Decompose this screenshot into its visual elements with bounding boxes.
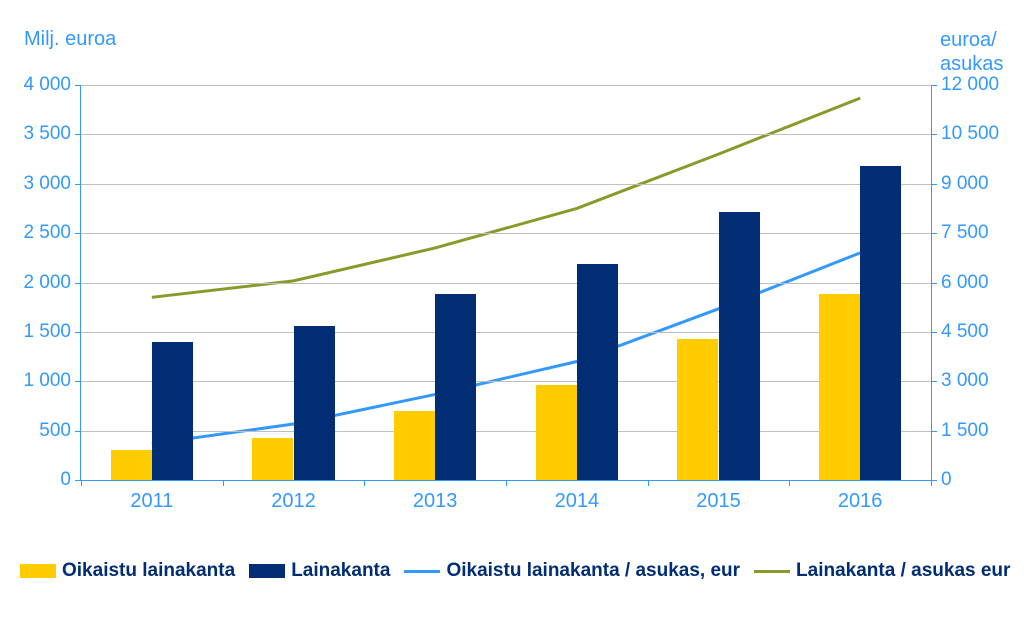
legend-swatch-line: [404, 570, 440, 573]
y-tick-label-right: 10 500: [931, 123, 999, 145]
y-tick-label-right: 4 500: [931, 321, 989, 343]
x-tick-mark: [81, 480, 82, 486]
legend-swatch-box: [249, 564, 285, 578]
bar: [111, 450, 152, 480]
bar: [294, 326, 335, 480]
bar: [435, 294, 476, 480]
y-tick-label-right: 12 000: [931, 74, 999, 96]
y-tick-label-left: 4 000: [23, 74, 81, 96]
y-tick-label-right: 9 000: [931, 173, 989, 195]
bar: [536, 385, 577, 480]
x-tick-mark: [648, 480, 649, 486]
bar: [152, 342, 193, 480]
y-tick-label-right: 0: [931, 469, 952, 491]
x-axis-label: 2016: [838, 490, 883, 513]
legend-item: Oikaistu lainakanta: [20, 560, 235, 582]
gridline: [81, 381, 931, 382]
y-tick-label-left: 2 500: [23, 222, 81, 244]
bar: [577, 264, 618, 480]
x-tick-mark: [223, 480, 224, 486]
y-tick-label-left: 1 000: [23, 370, 81, 392]
y-tick-label-right: 6 000: [931, 272, 989, 294]
x-axis-label: 2012: [271, 490, 316, 513]
y-tick-label-right: 3 000: [931, 370, 989, 392]
left-axis-title: Milj. euroa: [24, 28, 116, 51]
x-tick-mark: [931, 480, 932, 486]
y-tick-label-left: 0: [60, 469, 81, 491]
legend-item: Oikaistu lainakanta / asukas, eur: [404, 560, 740, 582]
y-tick-label-left: 2 000: [23, 272, 81, 294]
y-tick-label-left: 500: [39, 420, 81, 442]
bar: [394, 411, 435, 480]
gridline: [81, 233, 931, 234]
x-axis-label: 2011: [130, 490, 173, 513]
y-tick-label-left: 1 500: [23, 321, 81, 343]
bar: [819, 294, 860, 480]
legend-label: Lainakanta / asukas eur: [796, 560, 1010, 582]
y-tick-label-left: 3 500: [23, 123, 81, 145]
legend-item: Lainakanta / asukas eur: [754, 560, 1010, 582]
legend-label: Oikaistu lainakanta / asukas, eur: [446, 560, 740, 582]
chart-container: Milj. euroa euroa/asukas 005001 5001 000…: [0, 0, 1024, 622]
legend-label: Lainakanta: [291, 560, 390, 582]
y-tick-label-right: 7 500: [931, 222, 989, 244]
x-tick-mark: [364, 480, 365, 486]
gridline: [81, 431, 931, 432]
gridline: [81, 134, 931, 135]
bar: [719, 212, 760, 480]
legend-swatch-box: [20, 564, 56, 578]
x-axis-label: 2015: [696, 490, 741, 513]
x-axis-label: 2014: [555, 490, 600, 513]
legend-swatch-line: [754, 570, 790, 573]
x-tick-mark: [789, 480, 790, 486]
legend-item: Lainakanta: [249, 560, 390, 582]
y-tick-label-right: 1 500: [931, 420, 989, 442]
gridline: [81, 85, 931, 86]
x-axis-label: 2013: [413, 490, 458, 513]
bar: [252, 438, 293, 480]
x-tick-mark: [506, 480, 507, 486]
right-axis-title: euroa/asukas: [940, 28, 1003, 76]
bar: [677, 339, 718, 480]
gridline: [81, 283, 931, 284]
bar: [860, 166, 901, 480]
legend: Oikaistu lainakanta Lainakanta Oikaistu la…: [20, 560, 1010, 582]
gridline: [81, 184, 931, 185]
legend-label: Oikaistu lainakanta: [62, 560, 235, 582]
plot-area: 005001 5001 0003 0001 5004 5002 0006 000…: [80, 85, 932, 481]
y-tick-label-left: 3 000: [23, 173, 81, 195]
gridline: [81, 332, 931, 333]
